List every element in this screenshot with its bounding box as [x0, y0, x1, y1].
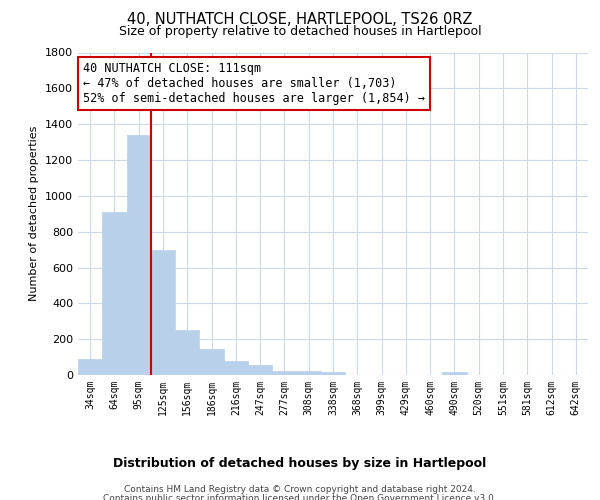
Text: Contains public sector information licensed under the Open Government Licence v3: Contains public sector information licen…	[103, 494, 497, 500]
Bar	[78, 359, 102, 375]
Bar	[199, 349, 224, 375]
Text: 40, NUTHATCH CLOSE, HARTLEPOOL, TS26 0RZ: 40, NUTHATCH CLOSE, HARTLEPOOL, TS26 0RZ	[127, 12, 473, 28]
Bar	[442, 372, 467, 375]
Bar	[224, 360, 248, 375]
Text: Distribution of detached houses by size in Hartlepool: Distribution of detached houses by size …	[113, 458, 487, 470]
Bar	[272, 370, 296, 375]
Text: Size of property relative to detached houses in Hartlepool: Size of property relative to detached ho…	[119, 25, 481, 38]
Bar	[102, 212, 127, 375]
Bar	[175, 330, 199, 375]
Y-axis label: Number of detached properties: Number of detached properties	[29, 126, 40, 302]
Text: Contains HM Land Registry data © Crown copyright and database right 2024.: Contains HM Land Registry data © Crown c…	[124, 485, 476, 494]
Bar	[296, 372, 321, 375]
Text: 40 NUTHATCH CLOSE: 111sqm
← 47% of detached houses are smaller (1,703)
52% of se: 40 NUTHATCH CLOSE: 111sqm ← 47% of detac…	[83, 62, 425, 105]
Bar	[321, 372, 345, 375]
Bar	[248, 365, 272, 375]
Bar	[127, 135, 151, 375]
Bar	[151, 250, 175, 375]
